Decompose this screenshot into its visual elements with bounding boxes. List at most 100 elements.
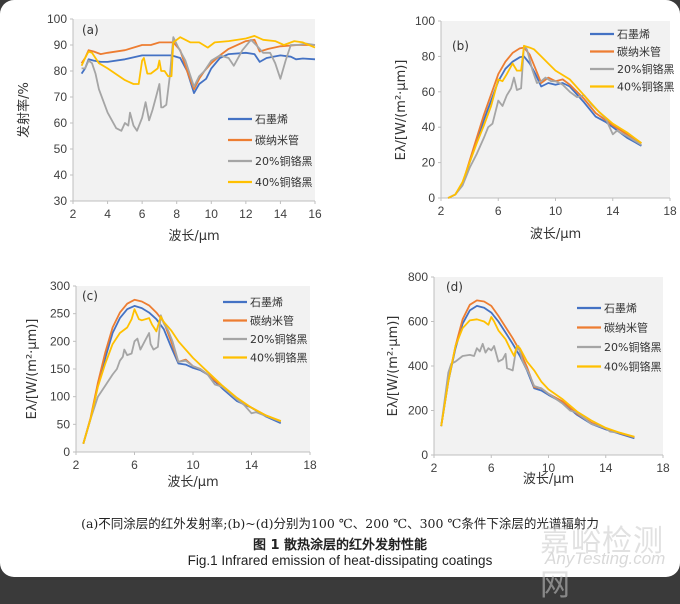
x-tick-label: 2 [70,207,77,221]
series-line-3 [447,44,642,199]
y-tick-label: 600 [408,315,428,329]
x-tick-label: 12 [239,207,253,221]
legend-label: 碳纳米管 [617,45,661,59]
y-tick-label: 0 [421,448,428,462]
legend-label: 碳纳米管 [255,133,299,147]
legend-label: 40%铜铬黑 [255,175,312,189]
x-tick-label: 14 [599,461,613,475]
y-tick-label: 40 [54,168,68,182]
x-tick-label: 2 [438,204,445,218]
series-line-2 [440,342,635,439]
series-line-0 [80,51,316,94]
y-tick-label: 50 [57,417,71,431]
panel-label: (b) [452,39,469,53]
chart-panel-3: 0 200 400 600 800 2 6 10 14 18 波长/μm Eλ/[W/(m²·μm)]… [386,270,670,487]
y-tick-label: 50 [54,142,68,156]
x-tick-label: 18 [656,461,670,475]
y-tick-label: 800 [408,270,428,284]
x-tick-label: 6 [139,207,146,221]
watermark-en: AnyTesting.com [545,549,666,568]
figure-title-cn: 图 1 散热涂层的红外发射性能 [252,538,428,553]
y-axis-label: 发射率/% [16,82,32,138]
series-line-1 [447,46,642,199]
legend-label: 碳纳米管 [250,314,294,328]
panel-label: (a) [82,23,99,37]
series-line-3 [80,35,316,85]
legend-label: 20%铜铬黑 [604,340,661,354]
x-tick-label: 4 [104,207,111,221]
x-axis-label: 波长/μm [530,227,581,242]
x-tick-label: 8 [173,207,180,221]
y-tick-label: 40 [422,120,436,134]
panel-label: (d) [446,280,463,294]
x-tick-label: 6 [488,461,495,475]
plot-area [76,286,310,452]
y-tick-label: 400 [408,359,428,373]
chart-panel-0: 30 40 50 60 70 80 90 100 2 4 6 8 10 12 14 16 波长/μm 发射率/% (… [16,12,322,244]
chart-panel-1: 0 20 40 60 80 100 2 6 10 14 18 波长/μm Eλ/[W/(m²·μm)] (… [394,14,677,242]
y-axis-label: Eλ/[W/(m²·μm)] [386,316,401,417]
y-tick-label: 150 [50,362,70,376]
series-line-3 [82,308,282,444]
x-tick-label: 10 [549,204,563,218]
y-tick-label: 100 [50,390,70,404]
y-axis-label: Eλ/[W/(m²·μm)] [25,319,40,420]
legend-label: 石墨烯 [604,302,637,315]
legend-label: 碳纳米管 [604,321,648,335]
plot-area [73,19,315,201]
y-tick-label: 70 [54,90,68,104]
x-tick-label: 2 [73,458,80,472]
y-tick-label: 0 [63,445,70,459]
series-line-2 [81,36,316,132]
chart-panel-2: 0 50 100 150 200 250 300 2 6 10 14 18 波长/μm Eλ/[W/(m²… [25,279,317,490]
y-tick-label: 80 [422,49,436,63]
x-tick-label: 10 [186,458,200,472]
x-tick-label: 14 [245,458,259,472]
x-tick-label: 10 [205,207,219,221]
x-tick-label: 14 [274,207,288,221]
plot-area [434,277,663,455]
x-axis-label: 波长/μm [523,472,574,487]
y-tick-label: 60 [54,116,68,130]
y-tick-label: 60 [422,85,436,99]
legend-label: 40%铜铬黑 [617,80,674,94]
legend-label: 20%铜铬黑 [617,62,674,76]
y-tick-label: 200 [408,404,428,418]
y-tick-label: 30 [54,194,68,208]
legend-label: 40%铜铬黑 [604,360,661,374]
x-tick-label: 6 [495,204,502,218]
legend-label: 石墨烯 [255,113,288,126]
y-tick-label: 200 [50,334,70,348]
y-tick-label: 100 [415,14,435,28]
x-axis-label: 波长/μm [167,475,218,490]
x-axis-label: 波长/μm [168,229,219,244]
series-line-2 [82,314,282,444]
figure-title-en: Fig.1 Infrared emission of heat-dissipat… [187,553,493,568]
x-tick-label: 10 [542,461,556,475]
x-tick-label: 18 [663,204,677,218]
figure-subcaption: (a)不同涂层的红外发射率;(b)~(d)分别为100 ℃、200 ℃、300 … [81,516,599,531]
series-line-3 [440,316,635,438]
y-tick-label: 0 [428,191,435,205]
x-tick-label: 16 [308,207,322,221]
x-tick-label: 2 [431,461,438,475]
y-tick-label: 100 [47,12,67,26]
x-tick-label: 6 [131,458,138,472]
series-line-0 [447,55,642,199]
y-tick-label: 300 [50,279,70,293]
legend-label: 石墨烯 [617,28,650,41]
series-line-0 [82,305,282,444]
legend-label: 石墨烯 [250,296,283,309]
legend-label: 20%铜铬黑 [250,332,307,346]
legend-label: 40%铜铬黑 [250,351,307,365]
x-tick-label: 14 [606,204,620,218]
x-tick-label: 18 [303,458,317,472]
series-line-1 [80,38,315,91]
y-tick-label: 80 [54,64,68,78]
y-axis-label: Eλ/[W/(m²·μm)] [394,60,409,161]
plot-area [441,21,670,198]
y-tick-label: 250 [50,307,70,321]
legend-label: 20%铜铬黑 [255,154,312,168]
y-tick-label: 90 [54,38,68,52]
